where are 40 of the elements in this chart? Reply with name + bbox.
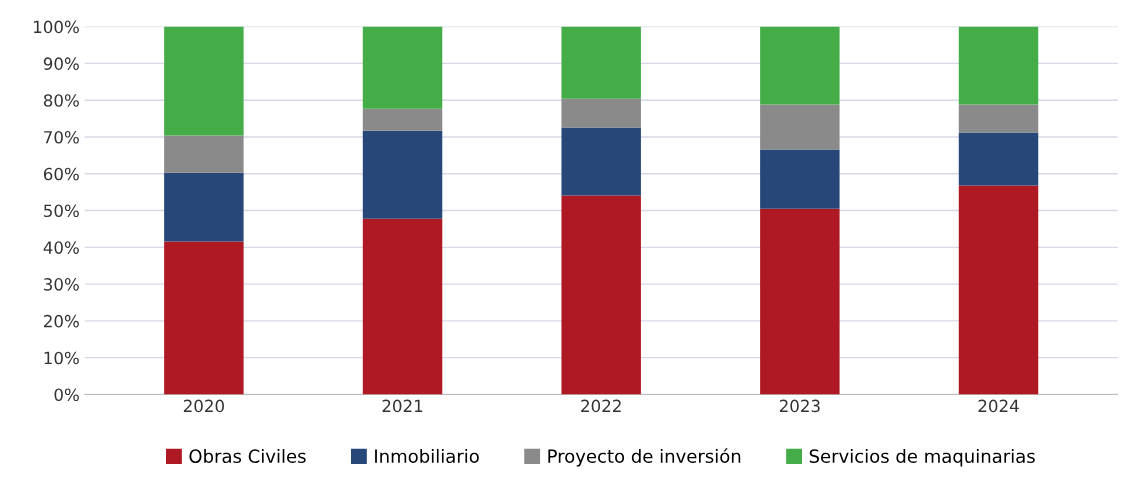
x-tick-label: 2020 bbox=[183, 399, 224, 413]
bar bbox=[760, 26, 840, 105]
legend-label: Proyecto de inversión bbox=[548, 448, 741, 467]
x-tick-label: 2023 bbox=[779, 399, 820, 413]
y-tick-label: 20% bbox=[43, 314, 79, 328]
bar bbox=[760, 149, 840, 209]
y-tick-label: 40% bbox=[43, 241, 79, 254]
bar bbox=[362, 108, 443, 131]
y-tick-label: 50% bbox=[44, 204, 79, 218]
bar bbox=[561, 98, 641, 128]
bar bbox=[164, 172, 244, 242]
x-tick-label: 2021 bbox=[382, 399, 423, 413]
x-tick-label: 2022 bbox=[581, 399, 621, 413]
legend-label: Servicios de maquinarias bbox=[809, 449, 1035, 467]
bar bbox=[164, 241, 244, 395]
bar bbox=[760, 104, 840, 150]
bar bbox=[958, 104, 1039, 133]
bar bbox=[362, 26, 443, 109]
y-tick-label: 70% bbox=[44, 130, 79, 144]
legend-label: Obras Civiles bbox=[189, 449, 306, 463]
y-tick-label: 60% bbox=[43, 167, 79, 181]
x-tick-label: 2024 bbox=[978, 399, 1019, 413]
bar bbox=[561, 127, 641, 196]
bar bbox=[362, 218, 443, 395]
y-tick-label: 30% bbox=[44, 278, 79, 291]
bar bbox=[164, 135, 244, 173]
bar bbox=[958, 185, 1039, 395]
bar bbox=[362, 130, 443, 219]
y-tick-label: 80% bbox=[43, 94, 79, 107]
y-tick-label: 0% bbox=[54, 388, 79, 402]
bar bbox=[164, 26, 244, 136]
bar bbox=[561, 26, 641, 99]
legend-label: Inmobiliario bbox=[375, 449, 479, 463]
bar bbox=[760, 208, 840, 395]
y-tick-label: 100% bbox=[34, 20, 79, 34]
bar bbox=[958, 26, 1039, 105]
bar bbox=[561, 195, 641, 395]
y-tick-label: 90% bbox=[43, 57, 79, 70]
y-tick-label: 10% bbox=[44, 351, 79, 365]
bar bbox=[958, 132, 1039, 186]
